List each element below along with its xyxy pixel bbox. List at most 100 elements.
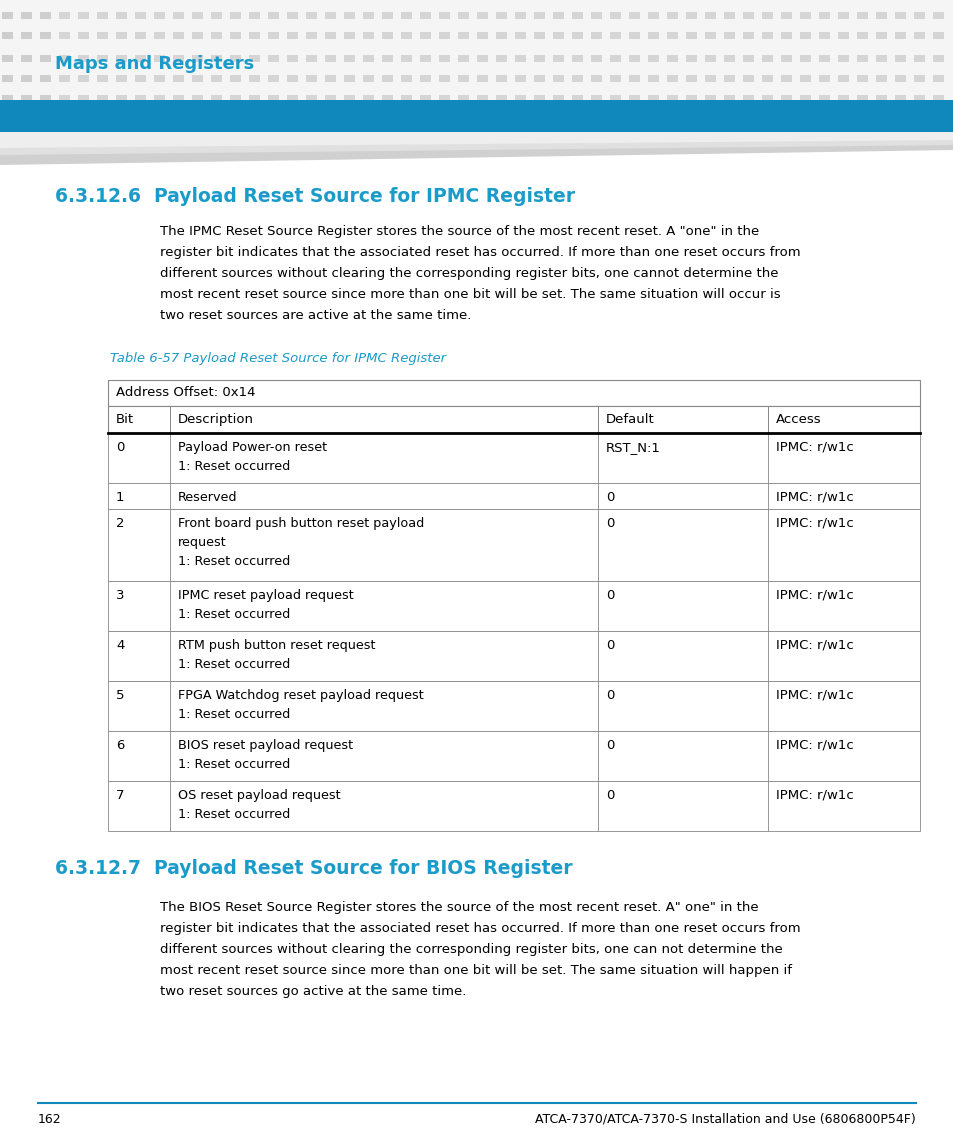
Bar bbox=[572, 76, 582, 82]
Bar bbox=[647, 114, 659, 123]
Bar bbox=[97, 76, 108, 82]
Bar bbox=[875, 76, 886, 82]
Bar bbox=[856, 32, 867, 39]
Bar bbox=[153, 55, 165, 62]
Text: 1: Reset occurred: 1: Reset occurred bbox=[178, 460, 290, 473]
Bar bbox=[325, 76, 335, 82]
Bar bbox=[515, 114, 525, 123]
Bar bbox=[742, 114, 753, 123]
Text: Access: Access bbox=[775, 413, 821, 426]
Bar bbox=[381, 114, 393, 123]
Bar bbox=[476, 95, 488, 102]
Bar bbox=[325, 114, 335, 123]
Bar bbox=[534, 11, 544, 19]
Bar bbox=[230, 95, 241, 102]
Bar bbox=[913, 114, 924, 123]
Text: two reset sources go active at the same time.: two reset sources go active at the same … bbox=[160, 985, 466, 998]
Bar bbox=[723, 76, 734, 82]
Bar bbox=[590, 114, 601, 123]
Bar bbox=[761, 95, 772, 102]
Bar bbox=[781, 11, 791, 19]
Text: 0: 0 bbox=[605, 739, 614, 752]
Bar bbox=[666, 32, 678, 39]
Bar bbox=[496, 76, 506, 82]
Bar bbox=[192, 55, 203, 62]
Text: 2: 2 bbox=[116, 518, 125, 530]
Bar bbox=[363, 95, 374, 102]
Bar bbox=[306, 11, 316, 19]
Text: Bit: Bit bbox=[116, 413, 134, 426]
Bar bbox=[363, 76, 374, 82]
Bar bbox=[344, 76, 355, 82]
Bar bbox=[856, 95, 867, 102]
Bar bbox=[0, 0, 953, 131]
Text: BIOS reset payload request: BIOS reset payload request bbox=[178, 739, 353, 752]
Bar bbox=[761, 76, 772, 82]
Bar bbox=[381, 95, 393, 102]
Bar bbox=[116, 32, 127, 39]
Bar bbox=[875, 32, 886, 39]
Bar bbox=[211, 32, 222, 39]
Bar bbox=[894, 76, 905, 82]
Bar bbox=[476, 11, 488, 19]
Bar bbox=[534, 95, 544, 102]
Bar bbox=[21, 32, 32, 39]
Bar bbox=[496, 11, 506, 19]
Bar bbox=[913, 55, 924, 62]
Bar bbox=[108, 433, 919, 483]
Bar bbox=[192, 95, 203, 102]
Bar bbox=[211, 76, 222, 82]
Bar bbox=[153, 32, 165, 39]
Bar bbox=[381, 32, 393, 39]
Bar bbox=[837, 32, 848, 39]
Text: 1: Reset occurred: 1: Reset occurred bbox=[178, 658, 290, 671]
Bar bbox=[40, 55, 51, 62]
Bar bbox=[249, 55, 260, 62]
Text: 1: Reset occurred: 1: Reset occurred bbox=[178, 608, 290, 621]
Text: IPMC: r/w1c: IPMC: r/w1c bbox=[775, 689, 853, 702]
Bar bbox=[572, 32, 582, 39]
Bar bbox=[496, 32, 506, 39]
Bar bbox=[268, 11, 278, 19]
Bar bbox=[534, 32, 544, 39]
Text: 1: Reset occurred: 1: Reset occurred bbox=[178, 555, 290, 568]
Text: Maps and Registers: Maps and Registers bbox=[55, 55, 254, 73]
Bar bbox=[211, 55, 222, 62]
Bar bbox=[534, 55, 544, 62]
Text: 1: Reset occurred: 1: Reset occurred bbox=[178, 708, 290, 721]
Bar bbox=[2, 55, 13, 62]
Bar bbox=[21, 55, 32, 62]
Bar bbox=[108, 380, 919, 406]
Bar bbox=[306, 76, 316, 82]
Bar bbox=[704, 76, 716, 82]
Bar bbox=[800, 11, 810, 19]
Bar bbox=[400, 114, 412, 123]
Bar bbox=[476, 32, 488, 39]
Text: 1: Reset occurred: 1: Reset occurred bbox=[178, 758, 290, 771]
Bar bbox=[457, 55, 469, 62]
Text: 0: 0 bbox=[605, 491, 614, 504]
Text: 4: 4 bbox=[116, 639, 124, 652]
Bar bbox=[153, 11, 165, 19]
Bar bbox=[457, 32, 469, 39]
Text: 0: 0 bbox=[116, 441, 124, 455]
Bar bbox=[306, 32, 316, 39]
Bar bbox=[628, 55, 639, 62]
Text: The IPMC Reset Source Register stores the source of the most recent reset. A "on: The IPMC Reset Source Register stores th… bbox=[160, 226, 759, 238]
Bar bbox=[800, 55, 810, 62]
Bar bbox=[2, 11, 13, 19]
Bar bbox=[438, 11, 450, 19]
Bar bbox=[135, 32, 146, 39]
Bar bbox=[742, 55, 753, 62]
Polygon shape bbox=[0, 132, 953, 148]
Bar bbox=[476, 76, 488, 82]
Bar bbox=[609, 55, 620, 62]
Bar bbox=[856, 55, 867, 62]
Bar bbox=[78, 32, 89, 39]
Bar bbox=[78, 76, 89, 82]
Bar bbox=[666, 11, 678, 19]
Bar bbox=[496, 55, 506, 62]
Bar bbox=[287, 11, 297, 19]
Bar bbox=[457, 95, 469, 102]
Text: Description: Description bbox=[178, 413, 253, 426]
